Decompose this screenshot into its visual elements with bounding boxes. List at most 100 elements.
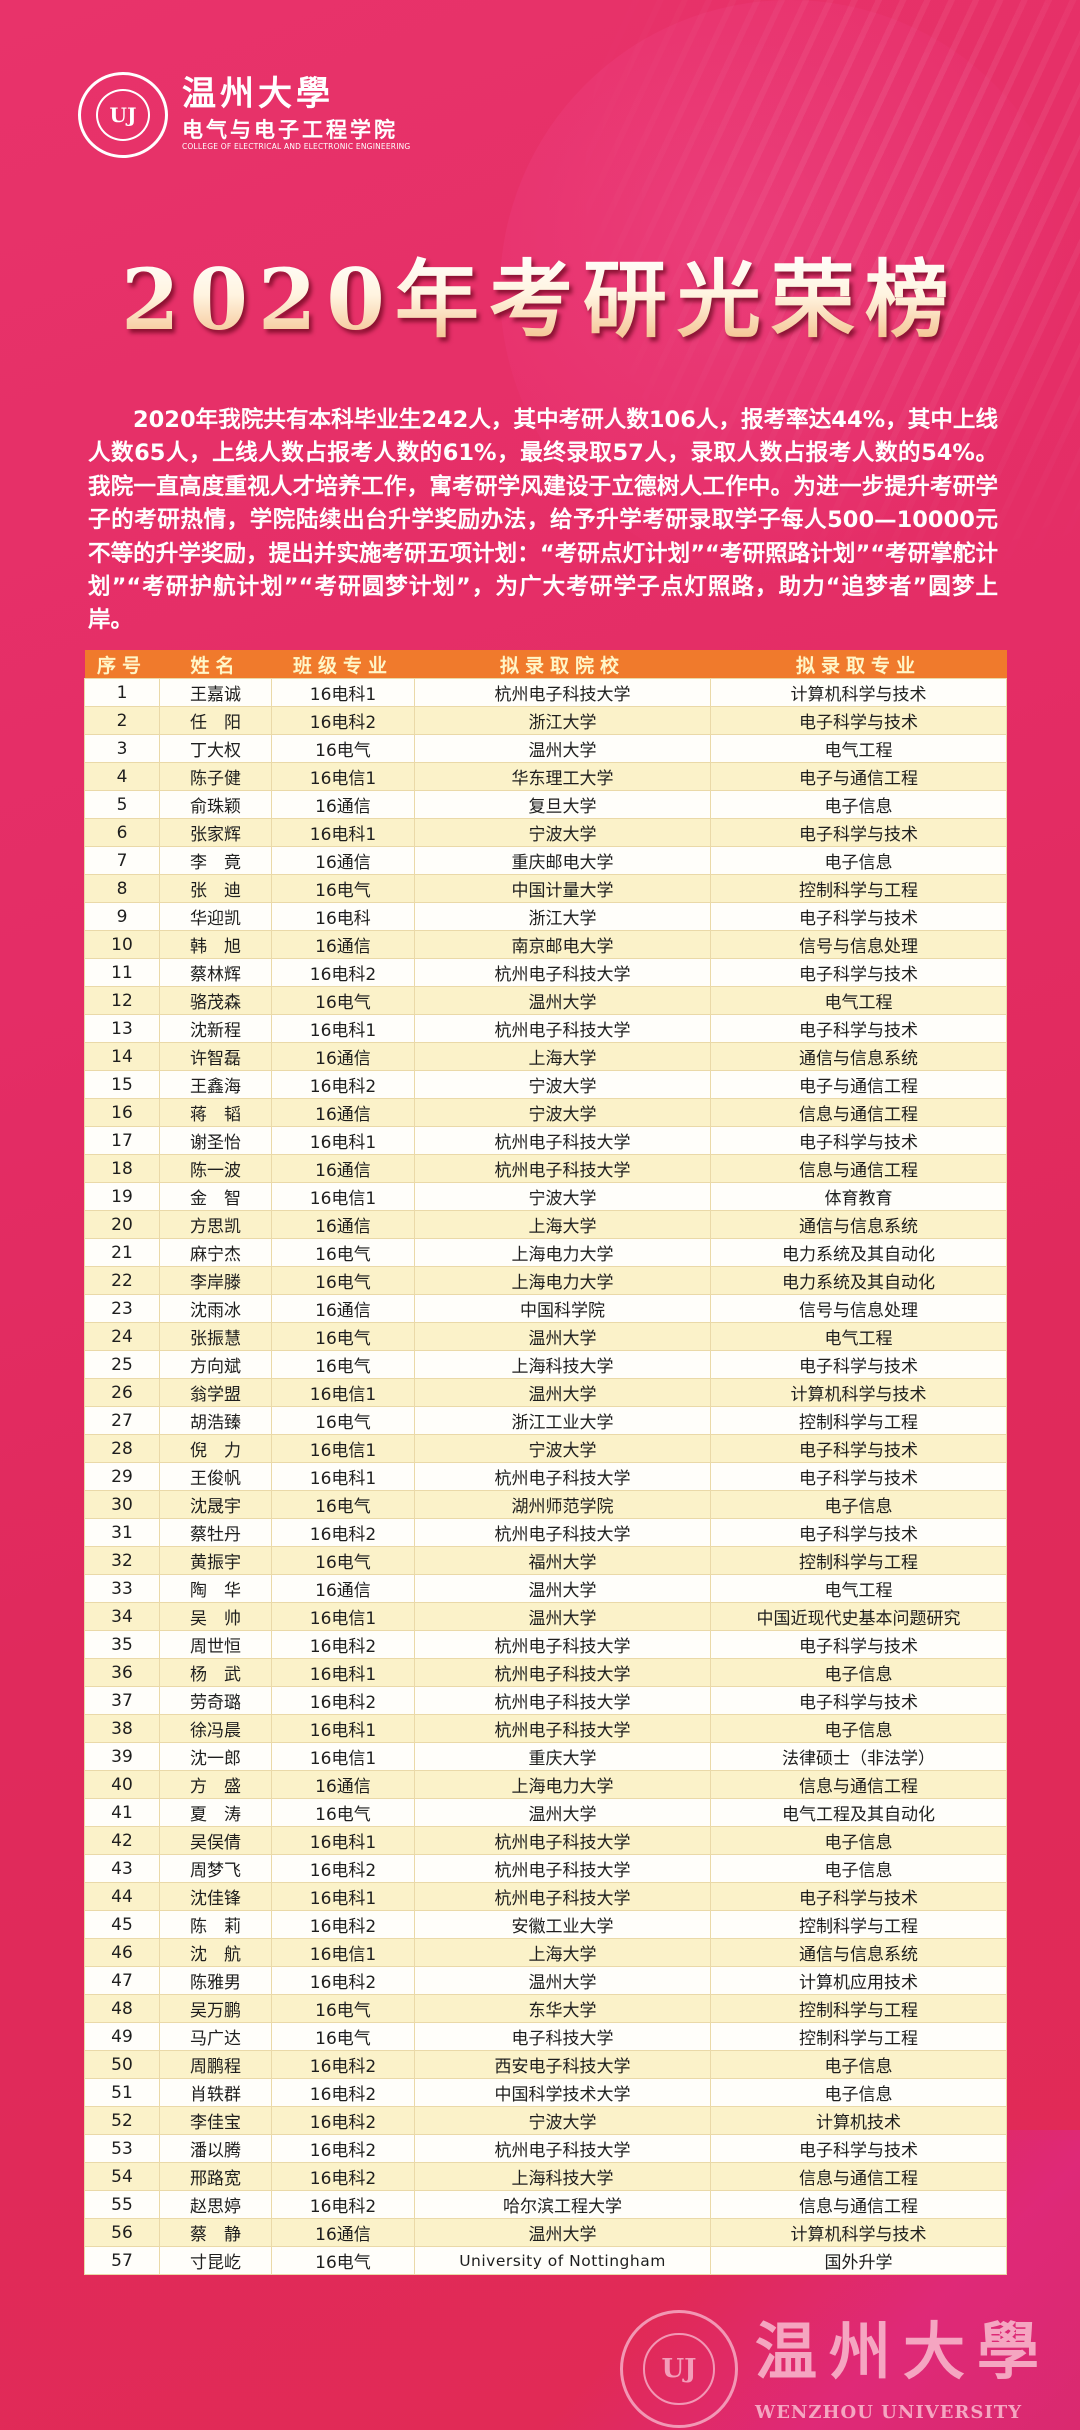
cell-major: 电子科学与技术 [710, 2134, 1007, 2163]
cell-name: 谢圣怡 [159, 1126, 272, 1155]
cell-index: 6 [84, 818, 160, 847]
university-name: 温州大學 [182, 74, 334, 114]
cell-major: 电子信息 [710, 1490, 1007, 1519]
cell-name: 方 盛 [159, 1770, 272, 1799]
cell-university: 温州大学 [414, 734, 711, 763]
cell-class: 16电信1 [271, 1742, 415, 1771]
cell-university: 华东理工大学 [414, 762, 711, 791]
cell-class: 16电科2 [271, 2190, 415, 2219]
table-row: 40 方 盛 16通信 上海电力大学 信息与通信工程 [84, 1770, 1007, 1799]
table-row: 9 华迎凯 16电科 浙江大学 电子科学与技术 [84, 902, 1007, 931]
table-row: 21 麻宁杰 16电气 上海电力大学 电力系统及其自动化 [84, 1238, 1007, 1267]
cell-university: 上海电力大学 [414, 1770, 711, 1799]
table-row: 43 周梦飞 16电科2 杭州电子科技大学 电子信息 [84, 1854, 1007, 1883]
cell-class: 16电气 [271, 986, 415, 1015]
cell-class: 16电气 [271, 874, 415, 903]
cell-name: 骆茂森 [159, 986, 272, 1015]
table-row: 15 王鑫海 16电科2 宁波大学 电子与通信工程 [84, 1070, 1007, 1099]
cell-class: 16电科1 [271, 1014, 415, 1043]
cell-class: 16电气 [271, 2246, 415, 2275]
cell-class: 16通信 [271, 1574, 415, 1603]
cell-major: 计算机科学与技术 [710, 1378, 1007, 1407]
cell-name: 李 竟 [159, 846, 272, 875]
cell-name: 沈晟宇 [159, 1490, 272, 1519]
cell-class: 16通信 [271, 1042, 415, 1071]
cell-name: 沈新程 [159, 1014, 272, 1043]
cell-name: 沈 航 [159, 1938, 272, 1967]
cell-name: 杨 武 [159, 1658, 272, 1687]
cell-class: 16电科1 [271, 1714, 415, 1743]
cell-index: 44 [84, 1882, 160, 1911]
table-row: 33 陶 华 16通信 温州大学 电气工程 [84, 1574, 1007, 1603]
cell-major: 电子科学与技术 [710, 706, 1007, 735]
cell-name: 沈雨冰 [159, 1294, 272, 1323]
cell-name: 麻宁杰 [159, 1238, 272, 1267]
seal-monogram: UJ [95, 89, 151, 141]
cell-index: 56 [84, 2218, 160, 2247]
cell-major: 信号与信息处理 [710, 1294, 1007, 1323]
cell-university: 宁波大学 [414, 1070, 711, 1099]
cell-major: 控制科学与工程 [710, 2022, 1007, 2051]
cell-name: 张家辉 [159, 818, 272, 847]
cell-major: 控制科学与工程 [710, 1910, 1007, 1939]
cell-index: 17 [84, 1126, 160, 1155]
cell-major: 计算机科学与技术 [710, 2218, 1007, 2247]
cell-index: 25 [84, 1350, 160, 1379]
cell-major: 电子科学与技术 [710, 1518, 1007, 1547]
cell-index: 9 [84, 902, 160, 931]
cell-class: 16电科1 [271, 1462, 415, 1491]
cell-major: 电气工程 [710, 734, 1007, 763]
cell-class: 16电科2 [271, 2050, 415, 2079]
cell-class: 16电科2 [271, 1686, 415, 1715]
cell-name: 蔡 静 [159, 2218, 272, 2247]
university-seal-icon: UJ [620, 2310, 738, 2428]
cell-university: 杭州电子科技大学 [414, 1014, 711, 1043]
cell-class: 16电科1 [271, 818, 415, 847]
cell-name: 蔡林辉 [159, 958, 272, 987]
table-row: 10 韩 旭 16通信 南京邮电大学 信号与信息处理 [84, 930, 1007, 959]
cell-index: 33 [84, 1574, 160, 1603]
cell-name: 俞珠颖 [159, 790, 272, 819]
cell-class: 16电科2 [271, 1630, 415, 1659]
cell-index: 39 [84, 1742, 160, 1771]
cell-index: 5 [84, 790, 160, 819]
table-row: 11 蔡林辉 16电科2 杭州电子科技大学 电子科学与技术 [84, 958, 1007, 987]
cell-university: 杭州电子科技大学 [414, 1714, 711, 1743]
table-row: 6 张家辉 16电科1 宁波大学 电子科学与技术 [84, 818, 1007, 847]
table-row: 45 陈 莉 16电科2 安徽工业大学 控制科学与工程 [84, 1910, 1007, 1939]
cell-name: 劳奇璐 [159, 1686, 272, 1715]
cell-name: 王嘉诚 [159, 678, 272, 707]
cell-major: 电子科学与技术 [710, 1462, 1007, 1491]
cell-class: 16通信 [271, 930, 415, 959]
cell-class: 16电气 [271, 1266, 415, 1295]
cell-name: 周梦飞 [159, 1854, 272, 1883]
cell-class: 16电信1 [271, 1938, 415, 1967]
table-row: 31 蔡牡丹 16电科2 杭州电子科技大学 电子科学与技术 [84, 1518, 1007, 1547]
cell-major: 电子与通信工程 [710, 1070, 1007, 1099]
cell-index: 30 [84, 1490, 160, 1519]
cell-class: 16通信 [271, 1210, 415, 1239]
cell-university: 温州大学 [414, 1966, 711, 1995]
cell-major: 通信与信息系统 [710, 1042, 1007, 1071]
table-row: 49 马广达 16电气 电子科技大学 控制科学与工程 [84, 2022, 1007, 2051]
cell-class: 16电科2 [271, 1518, 415, 1547]
cell-name: 蒋 韬 [159, 1098, 272, 1127]
table-row: 4 陈子健 16电信1 华东理工大学 电子与通信工程 [84, 762, 1007, 791]
cell-university: 中国科学院 [414, 1294, 711, 1323]
cell-major: 电子科学与技术 [710, 818, 1007, 847]
cell-major: 电子信息 [710, 846, 1007, 875]
cell-name: 陈雅男 [159, 1966, 272, 1995]
cell-university: 杭州电子科技大学 [414, 2134, 711, 2163]
cell-major: 电子信息 [710, 1658, 1007, 1687]
cell-name: 王俊帆 [159, 1462, 272, 1491]
cell-index: 36 [84, 1658, 160, 1687]
cell-index: 1 [84, 678, 160, 707]
cell-major: 信息与通信工程 [710, 2162, 1007, 2191]
cell-class: 16电科2 [271, 1966, 415, 1995]
cell-name: 黄振宇 [159, 1546, 272, 1575]
cell-class: 16通信 [271, 1098, 415, 1127]
cell-index: 40 [84, 1770, 160, 1799]
table-row: 37 劳奇璐 16电科2 杭州电子科技大学 电子科学与技术 [84, 1686, 1007, 1715]
